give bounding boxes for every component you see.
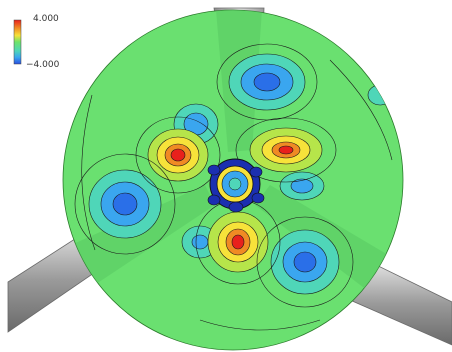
colorbar-max-label: 4.000 <box>33 14 59 24</box>
hub <box>207 158 265 213</box>
colorbar-min-label: −4.000 <box>26 60 60 70</box>
blade-left-shadow <box>63 185 215 288</box>
colorbar <box>13 19 22 65</box>
